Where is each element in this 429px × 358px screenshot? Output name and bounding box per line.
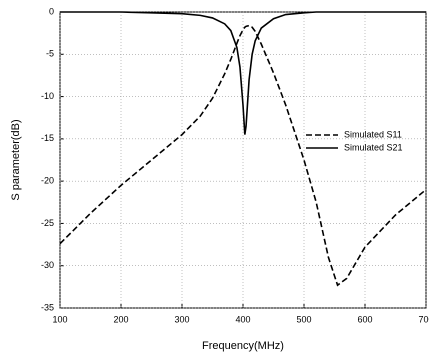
legend-label: Simulated S11 [344, 129, 402, 139]
y-tick-label: -25 [41, 218, 54, 228]
series-line [59, 24, 427, 287]
x-tick-label: 500 [296, 314, 311, 324]
y-tick-label: -35 [41, 302, 54, 312]
y-tick-label: -10 [41, 91, 54, 101]
x-tick-label: 100 [52, 314, 67, 324]
legend-label: Simulated S21 [344, 142, 403, 152]
y-tick-label: -15 [41, 133, 54, 143]
x-tick-label: 300 [174, 314, 189, 324]
y-tick-label: -20 [41, 176, 54, 186]
series-line [60, 11, 426, 135]
x-tick-label: 400 [235, 314, 250, 324]
y-tick-label: -5 [46, 49, 54, 59]
x-axis-title: Frequency(MHz) [202, 340, 284, 352]
y-axis-title: S parameter(dB) [10, 119, 22, 200]
y-tick-label: -30 [41, 260, 54, 270]
x-tick-label: 700 [418, 314, 429, 324]
y-tick-label: 0 [49, 6, 54, 16]
x-tick-label: 200 [113, 314, 128, 324]
x-tick-label: 600 [357, 314, 372, 324]
